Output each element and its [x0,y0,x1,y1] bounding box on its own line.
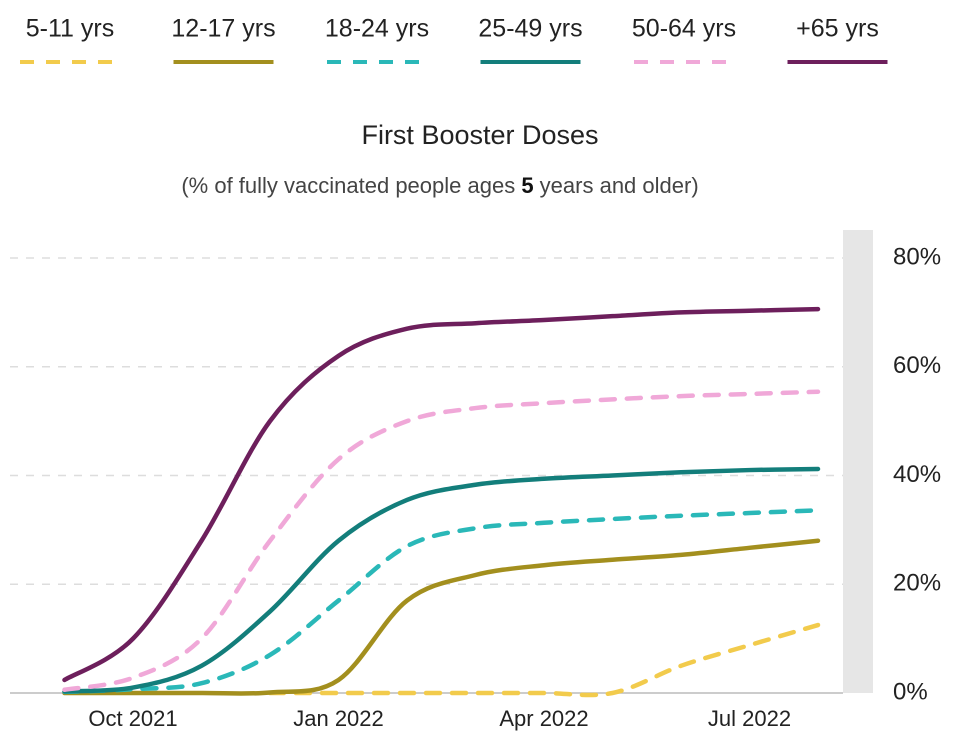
y-tick-label: 20% [893,570,941,597]
chart-title: First Booster Doses [361,120,598,150]
legend-label: 25-49 yrs [478,15,582,43]
legend-label: 12-17 yrs [171,15,275,43]
y-tick-label: 80% [893,243,941,270]
series-line [267,622,821,698]
series-line [62,306,821,683]
x-tick-label: Jan 2022 [293,706,384,731]
legend-label: 5-11 yrs [26,15,114,43]
legend-label: 18-24 yrs [325,15,429,43]
subtitle-part: years and older) [534,173,699,198]
x-tick-label: Apr 2022 [499,706,588,731]
y-tick-label: 40% [893,461,941,488]
x-tick-label: Jul 2022 [708,706,791,731]
series-line [62,508,821,695]
legend-label: +65 yrs [796,15,879,43]
legend-label: 50-64 yrs [632,15,736,43]
series-line [62,389,821,692]
subtitle-part: (% of fully vaccinated people ages [181,173,521,198]
x-tick-label: Oct 2021 [88,706,177,731]
incomplete-data-band [843,230,873,693]
subtitle-part: 5 [521,173,533,198]
series-line [62,538,821,696]
y-tick-label: 0% [893,678,928,705]
y-tick-label: 60% [893,352,941,379]
chart-subtitle: (% of fully vaccinated people ages 5 yea… [181,173,698,198]
series-line [62,466,821,694]
